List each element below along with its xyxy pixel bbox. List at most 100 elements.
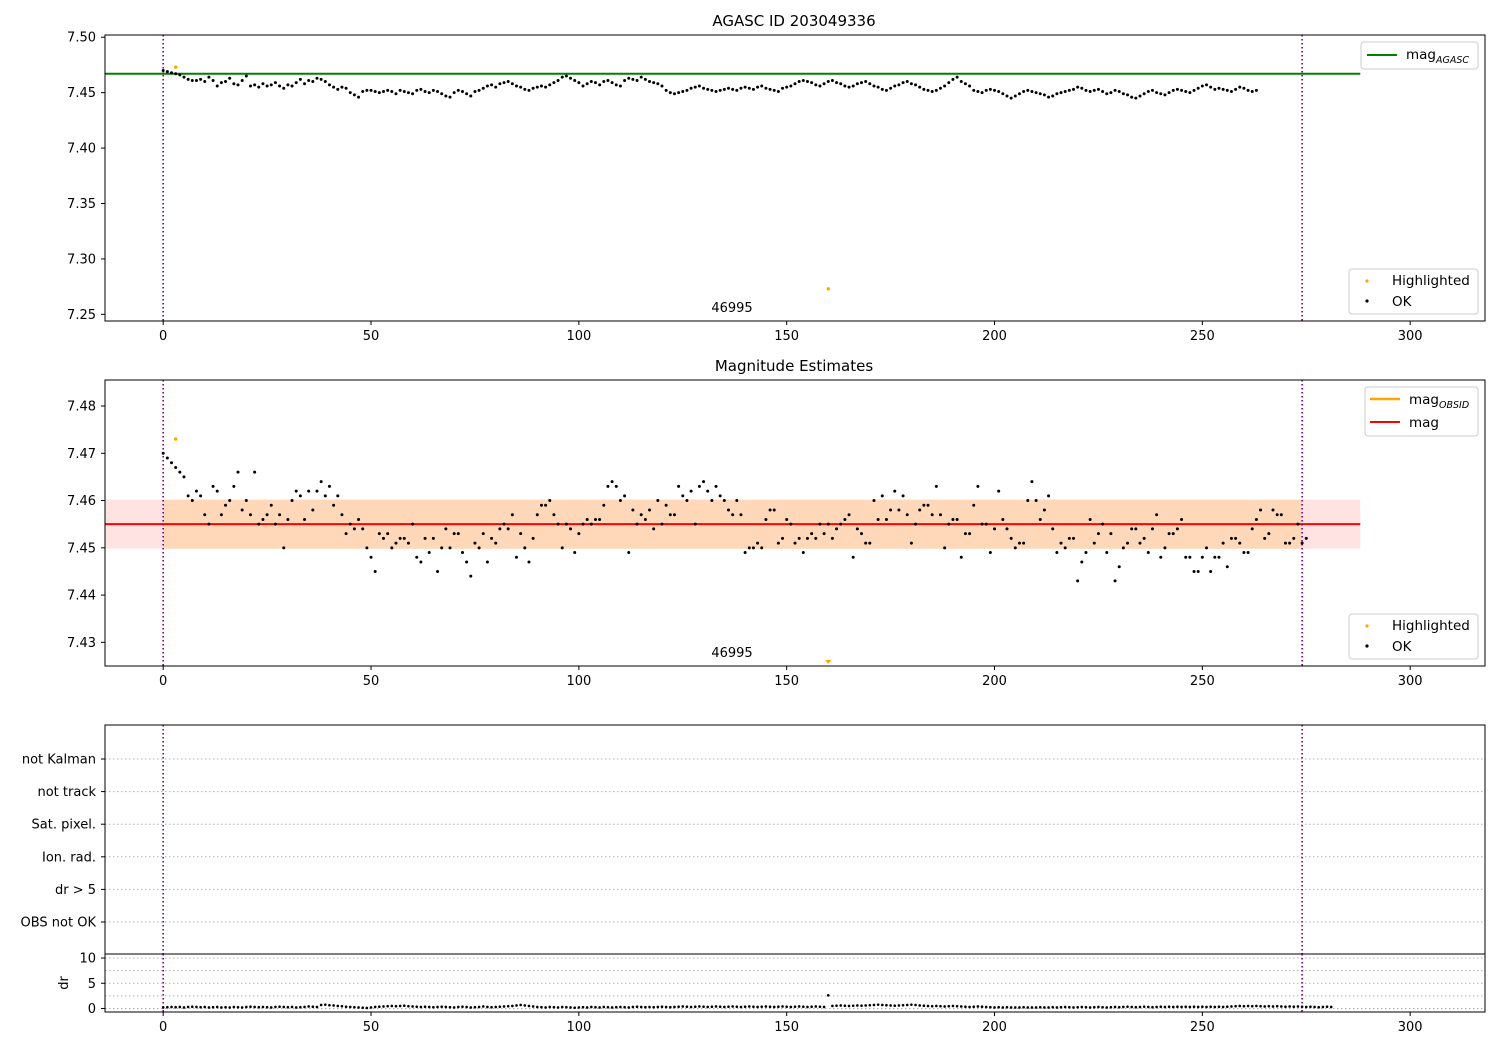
ok-point bbox=[1292, 536, 1296, 540]
ok-point bbox=[1022, 541, 1026, 545]
ok-point bbox=[1192, 1005, 1196, 1009]
ok-point bbox=[344, 1005, 348, 1009]
ok-point bbox=[702, 86, 706, 90]
ok-point bbox=[739, 1005, 743, 1009]
ok-point bbox=[639, 75, 643, 79]
ok-point bbox=[685, 88, 689, 92]
ok-point bbox=[440, 92, 444, 96]
ok-point bbox=[556, 1006, 560, 1009]
ok-point bbox=[593, 517, 597, 521]
ok-point bbox=[835, 527, 839, 531]
dr-panel: 0 50 100 150 200 250 300 0 5 10 dr bbox=[57, 952, 1486, 1035]
ok-point bbox=[307, 1005, 310, 1008]
ok-point bbox=[1321, 1005, 1325, 1009]
ok-point bbox=[211, 1005, 215, 1009]
ok-point bbox=[922, 1004, 926, 1007]
ok-point bbox=[776, 541, 780, 545]
ok-point bbox=[606, 1005, 610, 1009]
ok-point bbox=[664, 1005, 668, 1009]
ok-point bbox=[656, 82, 660, 86]
ok-point bbox=[964, 1005, 967, 1009]
ok-point bbox=[178, 73, 182, 77]
ok-point bbox=[897, 83, 901, 87]
y-tick-label: 7.35 bbox=[67, 197, 96, 212]
ok-point bbox=[635, 522, 639, 526]
ok-point bbox=[323, 80, 327, 84]
ok-point bbox=[1017, 92, 1021, 96]
ok-point bbox=[951, 517, 955, 521]
ok-point bbox=[377, 532, 381, 536]
ok-point bbox=[723, 1005, 726, 1009]
ok-point bbox=[1071, 87, 1075, 91]
ok-point bbox=[427, 1005, 431, 1009]
ok-point bbox=[236, 83, 240, 87]
ok-point bbox=[565, 1005, 568, 1009]
ok-point bbox=[398, 536, 402, 540]
ok-point bbox=[365, 88, 369, 92]
ok-point bbox=[618, 84, 622, 88]
ok-point bbox=[515, 1004, 518, 1007]
ok-point bbox=[427, 551, 431, 555]
agasc-panel-title: AGASC ID 203049336 bbox=[712, 12, 875, 30]
ok-point bbox=[1092, 88, 1096, 92]
ok-point bbox=[781, 86, 785, 90]
ok-point bbox=[589, 522, 593, 526]
ok-point bbox=[548, 499, 552, 503]
ok-point bbox=[502, 522, 506, 526]
ok-point bbox=[211, 78, 215, 82]
ok-point bbox=[219, 513, 223, 517]
ok-point bbox=[240, 1006, 244, 1009]
y-tick-label: 0 bbox=[88, 1002, 96, 1017]
ok-point bbox=[1071, 536, 1075, 540]
ok-point bbox=[1101, 522, 1105, 526]
ok-point bbox=[1263, 1005, 1266, 1008]
ok-point bbox=[835, 81, 839, 85]
ok-point bbox=[855, 527, 859, 531]
ok-point bbox=[336, 494, 340, 498]
ok-point bbox=[1238, 1004, 1242, 1008]
ok-point bbox=[203, 80, 207, 84]
ok-point bbox=[236, 1005, 240, 1009]
ok-point bbox=[1180, 517, 1184, 521]
flag-label: Sat. pixel. bbox=[32, 818, 96, 833]
ok-point bbox=[718, 1005, 722, 1009]
ok-point bbox=[785, 1005, 788, 1009]
ok-point bbox=[822, 532, 826, 536]
ok-point bbox=[1105, 551, 1109, 555]
ok-point bbox=[390, 90, 394, 94]
ok-point bbox=[273, 522, 277, 526]
ok-point bbox=[1101, 90, 1105, 94]
x-tick-label: 100 bbox=[566, 674, 591, 689]
ok-point bbox=[885, 1003, 888, 1007]
legend-highlighted: Highlighted bbox=[1392, 618, 1470, 634]
ok-point bbox=[1242, 551, 1246, 555]
ok-point bbox=[1209, 1005, 1212, 1009]
ok-point bbox=[386, 532, 390, 536]
ok-point bbox=[485, 560, 489, 564]
ok-point bbox=[186, 494, 190, 498]
ok-point bbox=[1117, 90, 1121, 94]
ok-point bbox=[1138, 541, 1142, 545]
ok-point bbox=[506, 527, 510, 531]
ok-point bbox=[448, 546, 452, 550]
ok-point bbox=[1092, 1005, 1096, 1009]
ok-point bbox=[830, 536, 834, 540]
x-tick-label: 0 bbox=[159, 329, 167, 344]
ok-point bbox=[515, 555, 519, 559]
ok-point bbox=[303, 82, 307, 86]
ok-point bbox=[186, 77, 190, 81]
ok-point bbox=[772, 88, 776, 92]
ok-point bbox=[1288, 541, 1292, 545]
ok-point bbox=[1188, 1005, 1192, 1009]
ok-point bbox=[648, 1005, 651, 1009]
ok-point bbox=[789, 1005, 793, 1009]
ok-point bbox=[1055, 551, 1059, 555]
ok-point bbox=[905, 1003, 909, 1007]
ok-point bbox=[1171, 532, 1175, 536]
ok-point bbox=[968, 532, 972, 536]
ok-point bbox=[781, 1005, 784, 1008]
ok-point bbox=[756, 541, 760, 545]
ok-point bbox=[1234, 1004, 1237, 1008]
ok-point bbox=[993, 1006, 996, 1009]
ok-point bbox=[327, 484, 331, 488]
